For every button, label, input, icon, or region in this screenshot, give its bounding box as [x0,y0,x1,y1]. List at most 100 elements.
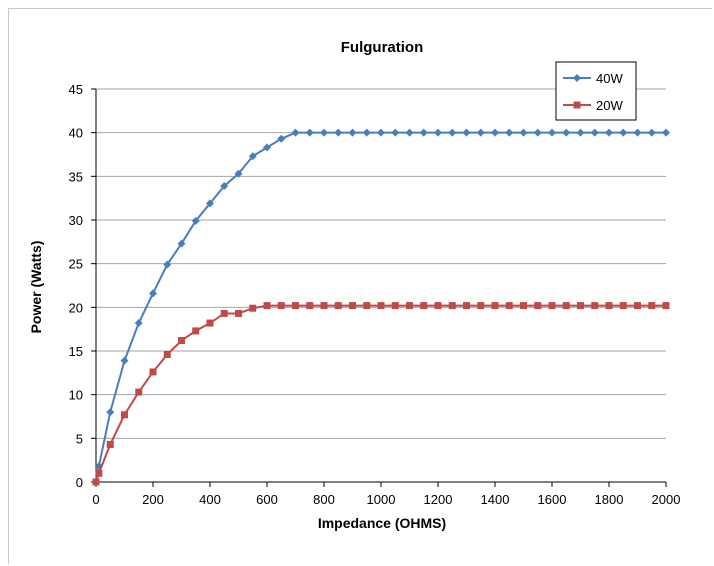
chart-title: Fulguration [341,39,424,56]
x-tick-label: 1000 [367,492,396,507]
data-point [263,143,271,152]
data-point [477,302,485,310]
gridlines [91,88,666,483]
axes [95,89,667,487]
data-point [662,302,670,310]
x-tick-label: 1200 [424,492,453,507]
data-point [178,337,185,345]
data-point [476,128,485,137]
y-tick-label: 5 [76,431,83,446]
series-line [95,304,666,483]
legend-label: 20W [596,98,623,113]
y-tick-label: 0 [76,475,83,490]
data-point [163,260,172,269]
legend-marker [573,101,581,109]
data-point [206,199,214,208]
data-point [434,128,442,137]
data-point [320,302,328,310]
legend-box [555,61,637,121]
data-point [648,302,656,310]
series-layer [92,128,670,486]
data-point [277,134,286,143]
data-point [334,302,342,310]
data-point [206,319,214,327]
data-point [405,128,414,137]
data-point [534,302,542,310]
data-point [291,128,300,137]
legend-entry: 40W [563,71,623,86]
data-point [577,302,584,310]
y-tick-label: 35 [69,169,83,184]
data-point [234,169,243,178]
data-point [619,302,627,310]
data-point [662,128,670,137]
x-tick-label: 1400 [481,492,510,507]
data-point [391,302,399,310]
data-point [135,388,143,396]
y-tick-label: 40 [69,126,83,141]
y-tick-label: 20 [69,300,83,315]
data-point [419,128,428,137]
data-point [462,128,471,137]
legend-entry: 20W [563,98,623,113]
data-point [263,302,271,310]
x-tick-label: 1800 [595,492,624,507]
data-point [605,128,613,137]
data-point [306,302,314,310]
data-point [647,128,656,137]
series-40w [92,128,670,486]
y-tick-label: 25 [69,257,83,272]
data-point [106,440,114,448]
data-point [619,128,628,137]
chart-frame [8,8,712,564]
data-point [95,469,103,477]
legend-label: 40W [596,71,623,86]
data-point [235,309,242,317]
data-point [220,181,229,190]
x-tick-label: 0 [92,492,99,507]
data-point [191,216,200,225]
data-point [548,128,556,137]
y-tick-labels: 0 5 10 15 20 25 30 35 40 45 [69,82,83,490]
data-point [634,302,641,310]
data-point [505,302,513,310]
data-point [448,302,456,310]
y-tick-label: 30 [69,213,83,228]
data-point [163,350,171,358]
y-tick-label: 10 [69,388,83,403]
data-point [463,302,470,310]
data-point [391,128,400,137]
data-point [505,128,514,137]
data-point [92,478,100,486]
data-point [349,302,356,310]
x-tick-label: 1600 [538,492,567,507]
data-point [149,368,157,376]
data-point [377,128,385,137]
data-point [448,128,457,137]
x-tick-label: 2000 [652,492,681,507]
data-point [348,128,357,137]
data-point [576,128,585,137]
data-point [633,128,642,137]
data-point [605,302,613,310]
data-point [149,289,157,298]
y-axis-title: Power (Watts) [28,241,44,334]
data-point [562,128,571,137]
x-tick-label: 600 [256,492,278,507]
data-point [548,302,556,310]
data-point [377,302,385,310]
data-point [134,319,143,328]
data-point [249,304,257,312]
data-point [334,128,343,137]
data-point [590,128,599,137]
data-point [363,302,371,310]
data-point [305,128,314,137]
data-point [491,302,499,310]
data-point [121,411,128,419]
data-point [520,302,527,310]
data-point [591,302,599,310]
data-point [120,356,129,365]
legend: 40W 20W [555,61,637,121]
data-point [562,302,570,310]
